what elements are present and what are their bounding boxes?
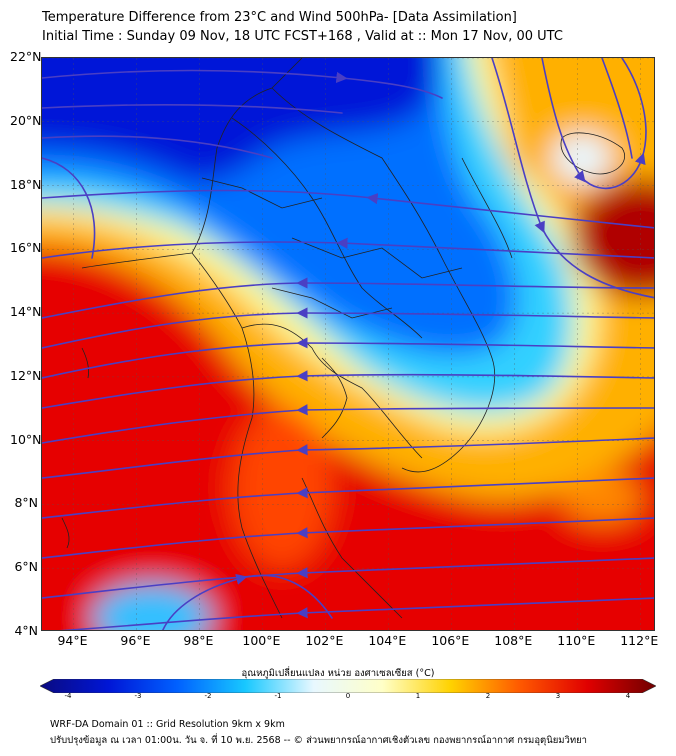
longitude-label: 102°E	[305, 633, 344, 648]
map-canvas	[42, 58, 654, 630]
map-title: Temperature Difference from 23°C and Win…	[42, 10, 517, 25]
mild-patch-south	[562, 473, 642, 523]
longitude-label: 96°E	[120, 633, 151, 648]
latitude-label: 22°N	[10, 49, 42, 64]
longitude-label: 108°E	[494, 633, 533, 648]
longitude-label: 98°E	[183, 633, 214, 648]
colorbar-tick-label: -2	[204, 692, 212, 700]
latitude-label: 16°N	[10, 240, 42, 256]
colorbar-tick-label: 0	[345, 692, 351, 700]
latitude-label: 12°N	[10, 367, 42, 383]
colorbar-tick-label: -4	[64, 692, 72, 700]
colorbar-title: อุณหภูมิเปลี่ยนแปลง หน่วย องศาเซลเซียส (…	[241, 668, 435, 679]
colorbar-bar	[39, 678, 657, 694]
latitude-label: 10°N	[10, 431, 42, 447]
very-cold-zone	[42, 58, 438, 183]
longitude-label: 94°E	[57, 633, 88, 648]
boundaries	[61, 58, 625, 619]
latitude-label: 4°N	[14, 623, 38, 638]
map-subtitle: Initial Time : Sunday 09 Nov, 18 UTC FCS…	[42, 29, 563, 44]
warm-patch-south	[232, 408, 332, 568]
latitude-label: 18°N	[10, 176, 42, 192]
colorbar-tick-label: 1	[415, 692, 421, 700]
latitude-label: 14°N	[10, 304, 42, 320]
latitude-label: 6°N	[14, 559, 38, 575]
warm-zone	[42, 58, 654, 501]
wind-streamlines	[42, 58, 654, 630]
temperature-field	[42, 58, 654, 630]
colorbar-tick-label: -3	[134, 692, 142, 700]
latitude-label: 8°N	[14, 495, 38, 511]
longitude-label: 104°E	[368, 633, 407, 648]
map-panel	[41, 57, 655, 631]
warm-core-east	[572, 178, 654, 298]
colorbar-tick-label: -1	[274, 692, 282, 700]
footer-model-info: WRF-DA Domain 01 :: Grid Resolution 9km …	[50, 719, 285, 730]
cool-patch-sw	[92, 583, 212, 630]
latitude-label: 20°N	[10, 112, 42, 128]
longitude-label: 112°E	[620, 633, 659, 648]
longitude-label: 100°E	[242, 633, 281, 648]
footer-credits: ปรับปรุงข้อมูล ณ เวลา 01:00น. วัน จ. ที่…	[50, 735, 588, 746]
longitude-label: 110°E	[557, 633, 596, 648]
colorbar-tick-label: 2	[485, 692, 491, 700]
longitude-label: 106°E	[431, 633, 470, 648]
colorbar-tick-label: 4	[625, 692, 631, 700]
colorbar-tick-label: 3	[555, 692, 561, 700]
